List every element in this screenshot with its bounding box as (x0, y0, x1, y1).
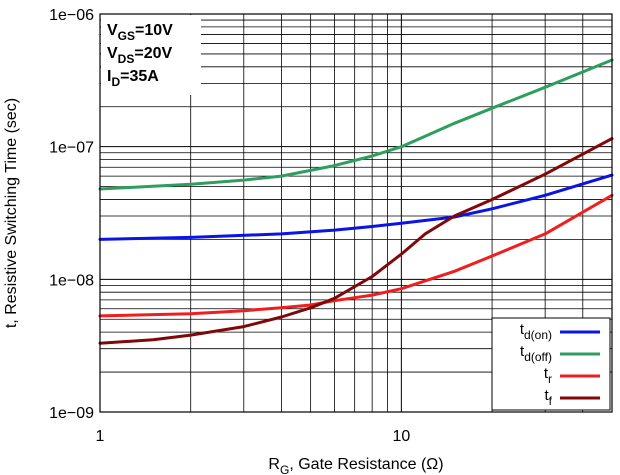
plot-frame (99, 13, 613, 413)
legend-label-r: tr (544, 365, 552, 386)
x-axis-title: RG, Gate Resistance (Ω) (268, 456, 443, 475)
series-line-f (98, 137, 614, 345)
series-line-don (98, 173, 614, 241)
y-tick-label: 1e−06 (49, 7, 94, 24)
x-tick-label: 1 (96, 428, 105, 445)
condition-gs: VGS=10V (107, 22, 173, 43)
series-line-r (98, 193, 614, 318)
series-line-doff (98, 58, 614, 191)
y-tick-label: 1e−09 (49, 405, 94, 422)
legend-label-doff: td(off) (520, 343, 552, 364)
y-axis-title: t, Resistive Switching Time (sec) (3, 98, 20, 328)
x-tick-label: 10 (392, 428, 410, 445)
y-tick-label: 1e−08 (49, 272, 94, 289)
y-tick-label: 1e−07 (49, 140, 94, 157)
legend-label-don: td(on) (520, 321, 552, 342)
legend-label-f: tf (544, 387, 552, 408)
axis-ticks: 1 10 1e−09 1e−08 1e−07 1e−06 (49, 7, 410, 445)
condition-d: ID=35A (107, 68, 159, 89)
series-layer (98, 58, 614, 345)
condition-ds: VDS=20V (107, 45, 172, 66)
conditions-background (101, 15, 201, 95)
